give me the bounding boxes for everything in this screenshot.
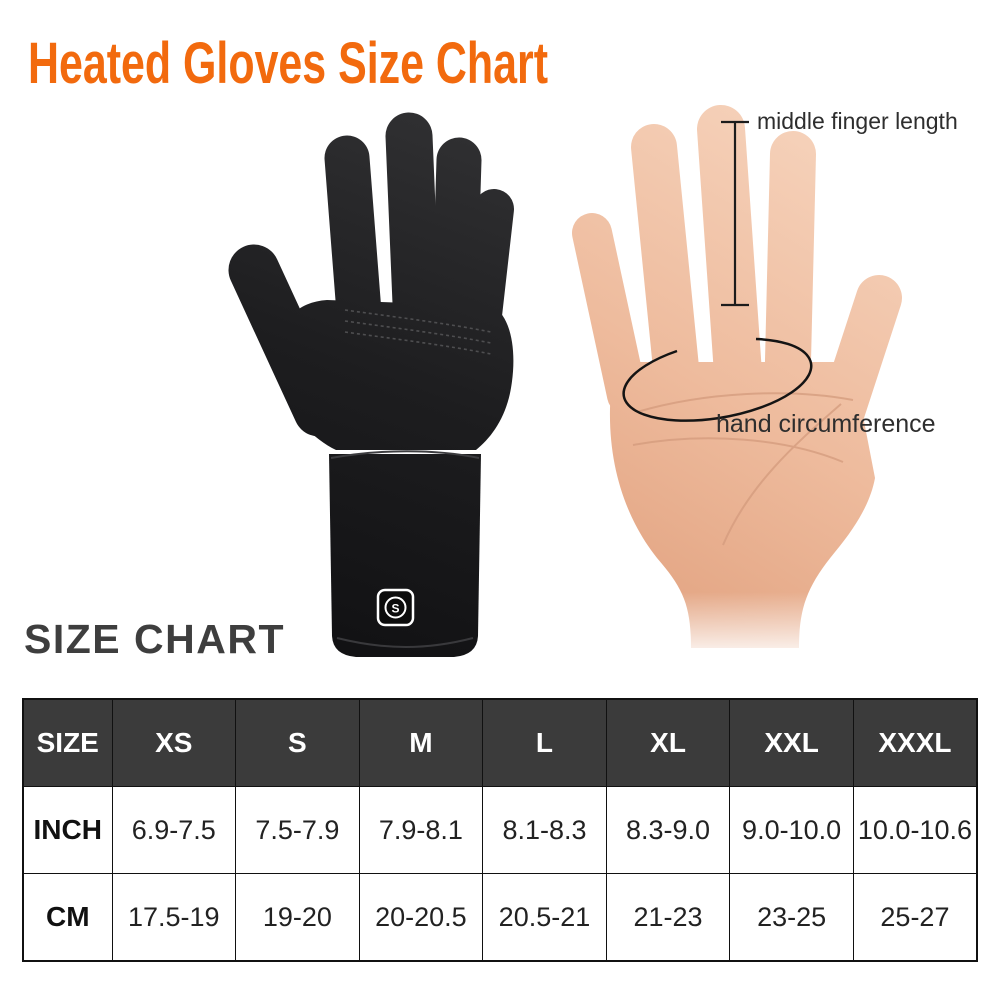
palm-creases (632, 392, 854, 546)
hand-pinky (572, 213, 647, 415)
glove-palm (276, 300, 514, 450)
table-cell: 25-27 (852, 873, 978, 962)
middle-finger-measure-line (721, 120, 749, 307)
hand-measurement-image (572, 105, 905, 662)
table-cell: 7.5-7.9 (235, 786, 360, 874)
table-cell: 23-25 (729, 873, 854, 962)
brand-logo-icon: S (376, 588, 415, 627)
header-cell-size: SIZE (22, 698, 113, 787)
size-chart-heading: SIZE CHART (24, 616, 285, 662)
hand-ring-finger (631, 124, 702, 421)
table-header-row: SIZE XS S M L XL XXL XXXL (22, 698, 978, 787)
table-cell: 10.0-10.6 (852, 786, 978, 874)
hand-middle-finger (697, 105, 764, 426)
table-cell: 6.9-7.5 (111, 786, 237, 874)
glove-cuff-top-seam (330, 450, 480, 459)
header-cell-s: S (235, 698, 360, 787)
table-cell: 21-23 (605, 873, 731, 962)
row-label-cm: CM (22, 873, 113, 962)
middle-finger-length-label: middle finger length (757, 108, 958, 134)
header-cell-m: M (358, 698, 484, 787)
heated-glove-image: S (228, 112, 514, 657)
hand-index-finger (764, 131, 816, 425)
hand-circumference-ellipse (622, 337, 813, 422)
glove-cuff-bottom-seam (336, 637, 474, 648)
header-cell-xxxl: XXXL (852, 698, 978, 787)
row-label-inch: INCH (22, 786, 113, 874)
table-cell: 7.9-8.1 (358, 786, 484, 874)
table-cell: 8.3-9.0 (605, 786, 731, 874)
header-cell-xs: XS (111, 698, 237, 787)
table-row-cm: CM 17.5-19 19-20 20-20.5 20.5-21 21-23 2… (22, 873, 978, 962)
page-title: Heated Gloves Size Chart (28, 31, 548, 96)
hand-circumference-label: hand circumference (716, 410, 936, 438)
header-cell-xl: XL (605, 698, 731, 787)
table-cell: 17.5-19 (111, 873, 237, 962)
header-cell-l: L (482, 698, 607, 787)
size-chart-table: SIZE XS S M L XL XXL XXXL INCH 6.9-7.5 7… (22, 698, 978, 962)
wrist-fade (605, 592, 905, 662)
table-cell: 9.0-10.0 (729, 786, 854, 874)
table-row-inch: INCH 6.9-7.5 7.5-7.9 7.9-8.1 8.1-8.3 8.3… (22, 786, 978, 874)
header-cell-xxl: XXL (729, 698, 854, 787)
table-cell: 8.1-8.3 (482, 786, 607, 874)
table-cell: 20.5-21 (482, 873, 607, 962)
table-cell: 20-20.5 (358, 873, 484, 962)
brand-logo-letter: S (391, 602, 399, 616)
glove-cuff (329, 454, 481, 657)
table-cell: 19-20 (235, 873, 360, 962)
